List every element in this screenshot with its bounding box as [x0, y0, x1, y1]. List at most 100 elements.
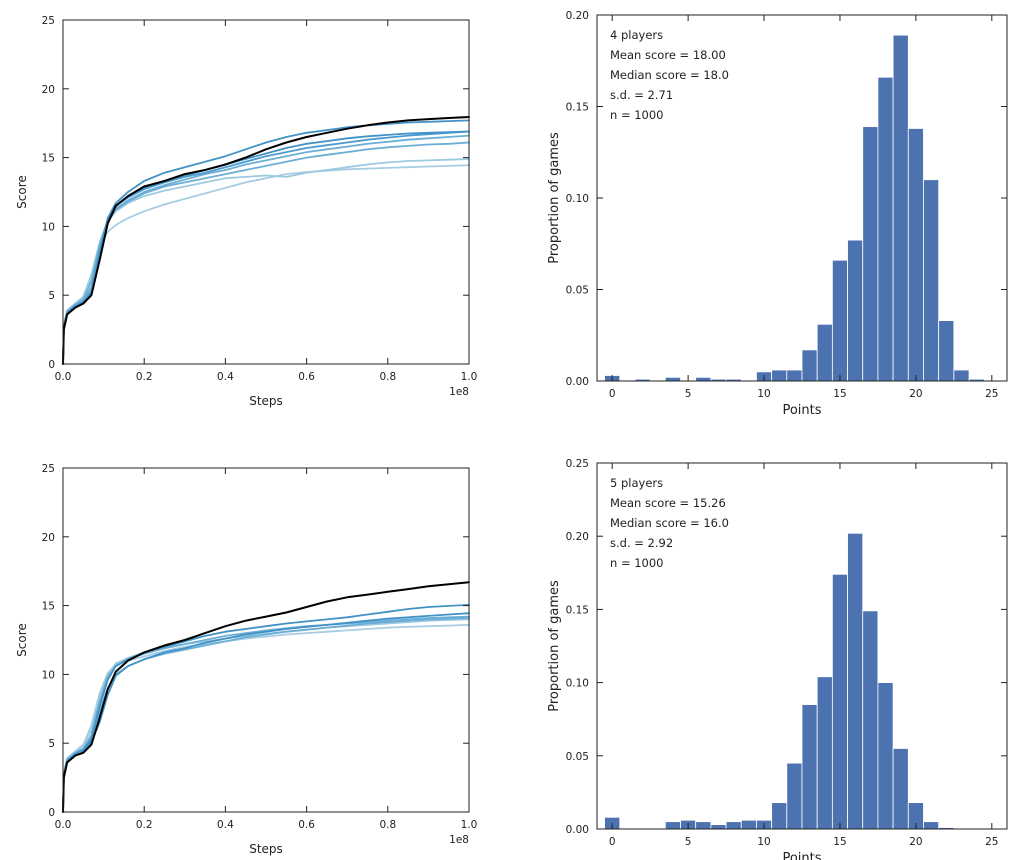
y-axis-label: Score	[15, 175, 29, 209]
bar-18	[877, 682, 894, 830]
bar-12	[786, 369, 803, 382]
series-line-5	[62, 617, 470, 813]
y-axis-label: Score	[15, 623, 29, 657]
x-tick-label: 20	[909, 836, 922, 848]
x-tick-label: 0.0	[55, 819, 72, 831]
series-line-3	[62, 612, 470, 813]
bar-14	[816, 676, 833, 830]
stats-annotation: 5 players	[610, 476, 663, 490]
bar-13	[801, 704, 818, 830]
x-axis-label: Steps	[249, 842, 283, 856]
bar-20	[907, 128, 924, 382]
x-tick-label: 0.2	[136, 819, 153, 831]
x-tick-label: 5	[685, 836, 692, 848]
stats-annotation: s.d. = 2.71	[610, 88, 673, 102]
axes-frame	[596, 462, 1008, 830]
x-tick-label: 20	[909, 388, 922, 400]
stats-annotation: 4 players	[610, 28, 663, 42]
series-line-7	[62, 624, 470, 813]
x-tick-label: 1.0	[461, 371, 478, 383]
bar-11	[771, 369, 788, 382]
x-tick-label: 0.2	[136, 371, 153, 383]
series-group	[62, 581, 470, 813]
x-tick-label: 0	[609, 388, 616, 400]
bar-4	[664, 821, 681, 830]
bar-18	[877, 76, 894, 382]
x-tick-label: 0.4	[217, 819, 234, 831]
x-axis-label: Points	[782, 851, 821, 860]
chart-panel-1: 0.0 0.2 0.4 0.6 0.8 1.0 0 5 10 15 20 25 Steps Score 1e…	[15, 15, 477, 408]
x-tick-label: 25	[985, 388, 998, 400]
series-line-5	[62, 134, 470, 365]
y-tick-label: 5	[48, 738, 55, 750]
series-line-4	[62, 615, 470, 813]
x-tick-label: 10	[757, 388, 770, 400]
bar-8	[725, 821, 742, 830]
y-tick-label: 0.10	[566, 678, 589, 690]
x-tick-label: 0.0	[55, 371, 72, 383]
series-line-7	[62, 158, 470, 365]
series-line-6	[62, 618, 470, 813]
y-tick-label: 0	[48, 807, 55, 819]
axes-frame	[62, 19, 470, 365]
axes-frame	[62, 467, 470, 813]
x-tick-label: 1.0	[461, 819, 478, 831]
bar-9	[740, 819, 757, 830]
y-tick-label: 10	[42, 669, 55, 681]
bar-17	[862, 126, 879, 382]
x-tick-label: 0.6	[298, 819, 315, 831]
bar-19	[892, 34, 909, 382]
chart-panel-2: 0 5 10 15 20 25 0.00 0.05 0.10 0.15 0.20 Points Prop…	[547, 10, 1008, 418]
bar-22	[938, 320, 955, 382]
y-tick-label: 0.00	[566, 376, 589, 388]
y-tick-label: 0	[48, 359, 55, 371]
y-tick-label: 25	[42, 15, 55, 27]
bar-7	[710, 824, 727, 830]
bar-6	[695, 376, 712, 382]
bar-6	[695, 821, 712, 830]
bar-group	[604, 34, 985, 382]
series-line-1	[62, 581, 470, 813]
stats-annotation: Mean score = 15.26	[610, 496, 726, 510]
bar-12	[786, 762, 803, 830]
bar-15	[831, 259, 848, 382]
chart-panel-4: 0 5 10 15 20 25 0.00 0.05 0.10 0.15 0.20 0.25 Points…	[547, 458, 1008, 860]
y-tick-label: 20	[42, 532, 55, 544]
x-axis-label: Steps	[249, 394, 283, 408]
y-tick-label: 15	[42, 153, 55, 165]
stats-annotation: Median score = 16.0	[610, 516, 729, 530]
x-tick-label: 25	[985, 836, 998, 848]
y-axis-label: Proportion of games	[547, 580, 562, 712]
y-tick-label: 0.00	[566, 824, 589, 836]
y-tick-label: 10	[42, 221, 55, 233]
x-offset-label: 1e8	[449, 386, 469, 398]
series-line-2	[62, 604, 470, 813]
x-tick-label: 0.4	[217, 371, 234, 383]
y-tick-label: 0.10	[566, 193, 589, 205]
bar-14	[816, 323, 833, 382]
stats-annotation: s.d. = 2.92	[610, 536, 673, 550]
y-tick-label: 0.20	[566, 531, 589, 543]
y-tick-label: 15	[42, 601, 55, 613]
x-axis-label: Points	[782, 403, 821, 418]
bar-4	[664, 376, 681, 382]
series-line-6	[62, 141, 470, 365]
y-tick-label: 0.05	[566, 285, 589, 297]
series-line-1	[62, 116, 470, 365]
x-tick-label: 15	[833, 388, 846, 400]
x-tick-label: 0.8	[379, 819, 396, 831]
x-tick-label: 0	[609, 836, 616, 848]
y-tick-label: 25	[42, 463, 55, 475]
x-tick-label: 15	[833, 836, 846, 848]
y-tick-label: 0.15	[566, 102, 589, 114]
bar-13	[801, 349, 818, 382]
bar-group	[604, 532, 955, 830]
stats-annotation: n = 1000	[610, 108, 664, 122]
stats-annotation: Median score = 18.0	[610, 68, 729, 82]
bar-11	[771, 802, 788, 830]
y-tick-label: 0.25	[566, 458, 589, 470]
x-tick-label: 0.8	[379, 371, 396, 383]
bar-23	[953, 369, 970, 382]
bar-21	[923, 821, 940, 830]
